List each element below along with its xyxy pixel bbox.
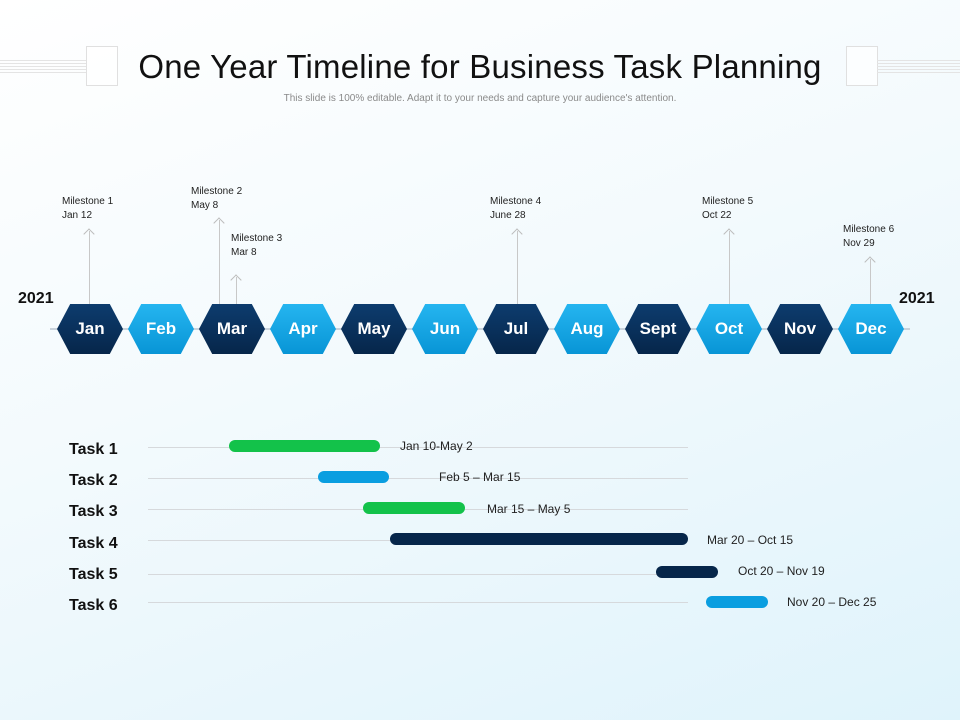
task-1-bar <box>229 440 380 452</box>
task-5-label: Task 5 <box>69 566 118 583</box>
milestone-1-arrow <box>89 231 90 304</box>
milestone-1-label: Milestone 1 Jan 12 <box>62 195 113 223</box>
task-3-label: Task 3 <box>69 503 118 520</box>
task-6-bar <box>706 596 768 608</box>
task-1-guide <box>148 447 688 448</box>
milestone-6-arrow <box>870 259 871 304</box>
task-1-label: Task 1 <box>69 441 118 458</box>
month-apr: Apr <box>270 304 336 354</box>
milestone-date: June 28 <box>490 210 526 221</box>
milestone-6-label: Milestone 6 Nov 29 <box>843 223 894 251</box>
month-label: Dec <box>855 319 887 338</box>
milestone-2-label: Milestone 2 May 8 <box>191 185 242 213</box>
month-label: May <box>357 319 391 338</box>
task-6-label: Task 6 <box>69 597 118 614</box>
milestone-4-arrow <box>517 231 518 304</box>
milestone-name: Milestone 3 <box>231 233 283 244</box>
task-2-bar <box>318 471 389 483</box>
milestone-5-arrow <box>729 231 730 304</box>
year-end-label: 2021 <box>899 290 935 307</box>
milestone-name: Milestone 4 <box>490 196 542 207</box>
right-title-stripes <box>877 60 960 74</box>
month-label: Jul <box>503 319 529 338</box>
milestone-name: Milestone 1 <box>62 196 114 207</box>
task-5-range: Oct 20 – Nov 19 <box>738 564 825 578</box>
month-label: Nov <box>783 319 817 338</box>
task-5-bar <box>656 566 718 578</box>
month-feb: Feb <box>128 304 194 354</box>
month-label: Sept <box>639 319 677 338</box>
month-jun: Jun <box>412 304 478 354</box>
month-jul: Jul <box>483 304 549 354</box>
task-2-range: Feb 5 – Mar 15 <box>439 470 521 484</box>
page-title: One Year Timeline for Business Task Plan… <box>138 48 822 85</box>
month-mar: Mar <box>199 304 265 354</box>
month-label: Feb <box>145 319 177 338</box>
task-3-range: Mar 15 – May 5 <box>487 502 571 516</box>
task-2-guide <box>148 478 688 479</box>
milestone-5-label: Milestone 5 Oct 22 <box>702 195 753 223</box>
milestone-name: Milestone 2 <box>191 186 243 197</box>
month-label: Aug <box>570 319 604 338</box>
timeline-axis <box>50 328 910 330</box>
milestone-2-arrow <box>219 220 220 304</box>
month-label: Jan <box>75 319 105 338</box>
month-jan: Jan <box>57 304 123 354</box>
milestone-name: Milestone 6 <box>843 224 895 235</box>
task-2-label: Task 2 <box>69 472 118 489</box>
right-title-bracket <box>846 46 878 86</box>
left-title-bracket <box>86 46 118 86</box>
month-may: May <box>341 304 407 354</box>
milestone-date: May 8 <box>191 200 219 211</box>
task-6-guide <box>148 602 688 603</box>
task-3-bar <box>363 502 465 514</box>
task-5-guide <box>148 574 688 575</box>
task-1-range: Jan 10-May 2 <box>400 439 473 453</box>
left-title-stripes <box>0 60 86 74</box>
milestone-date: Oct 22 <box>702 210 732 221</box>
task-4-bar <box>390 533 688 545</box>
milestone-3-label: Milestone 3 Mar 8 <box>231 232 282 260</box>
milestone-3-arrow <box>236 277 237 304</box>
milestone-date: Jan 12 <box>62 210 93 221</box>
month-label: Apr <box>288 319 318 338</box>
month-nov: Nov <box>767 304 833 354</box>
milestone-name: Milestone 5 <box>702 196 754 207</box>
task-6-range: Nov 20 – Dec 25 <box>787 595 877 609</box>
month-dec: Dec <box>838 304 904 354</box>
task-4-range: Mar 20 – Oct 15 <box>707 533 794 547</box>
month-label: Oct <box>714 319 744 338</box>
page-subtitle: This slide is 100% editable. Adapt it to… <box>283 93 677 104</box>
milestone-date: Mar 8 <box>231 247 257 258</box>
month-sept: Sept <box>625 304 691 354</box>
month-label: Mar <box>216 319 248 338</box>
month-label: Jun <box>429 319 461 338</box>
month-oct: Oct <box>696 304 762 354</box>
month-aug: Aug <box>554 304 620 354</box>
milestone-date: Nov 29 <box>843 238 875 249</box>
milestone-4-label: Milestone 4 June 28 <box>490 195 541 223</box>
task-4-label: Task 4 <box>69 535 118 552</box>
year-start-label: 2021 <box>18 290 54 307</box>
